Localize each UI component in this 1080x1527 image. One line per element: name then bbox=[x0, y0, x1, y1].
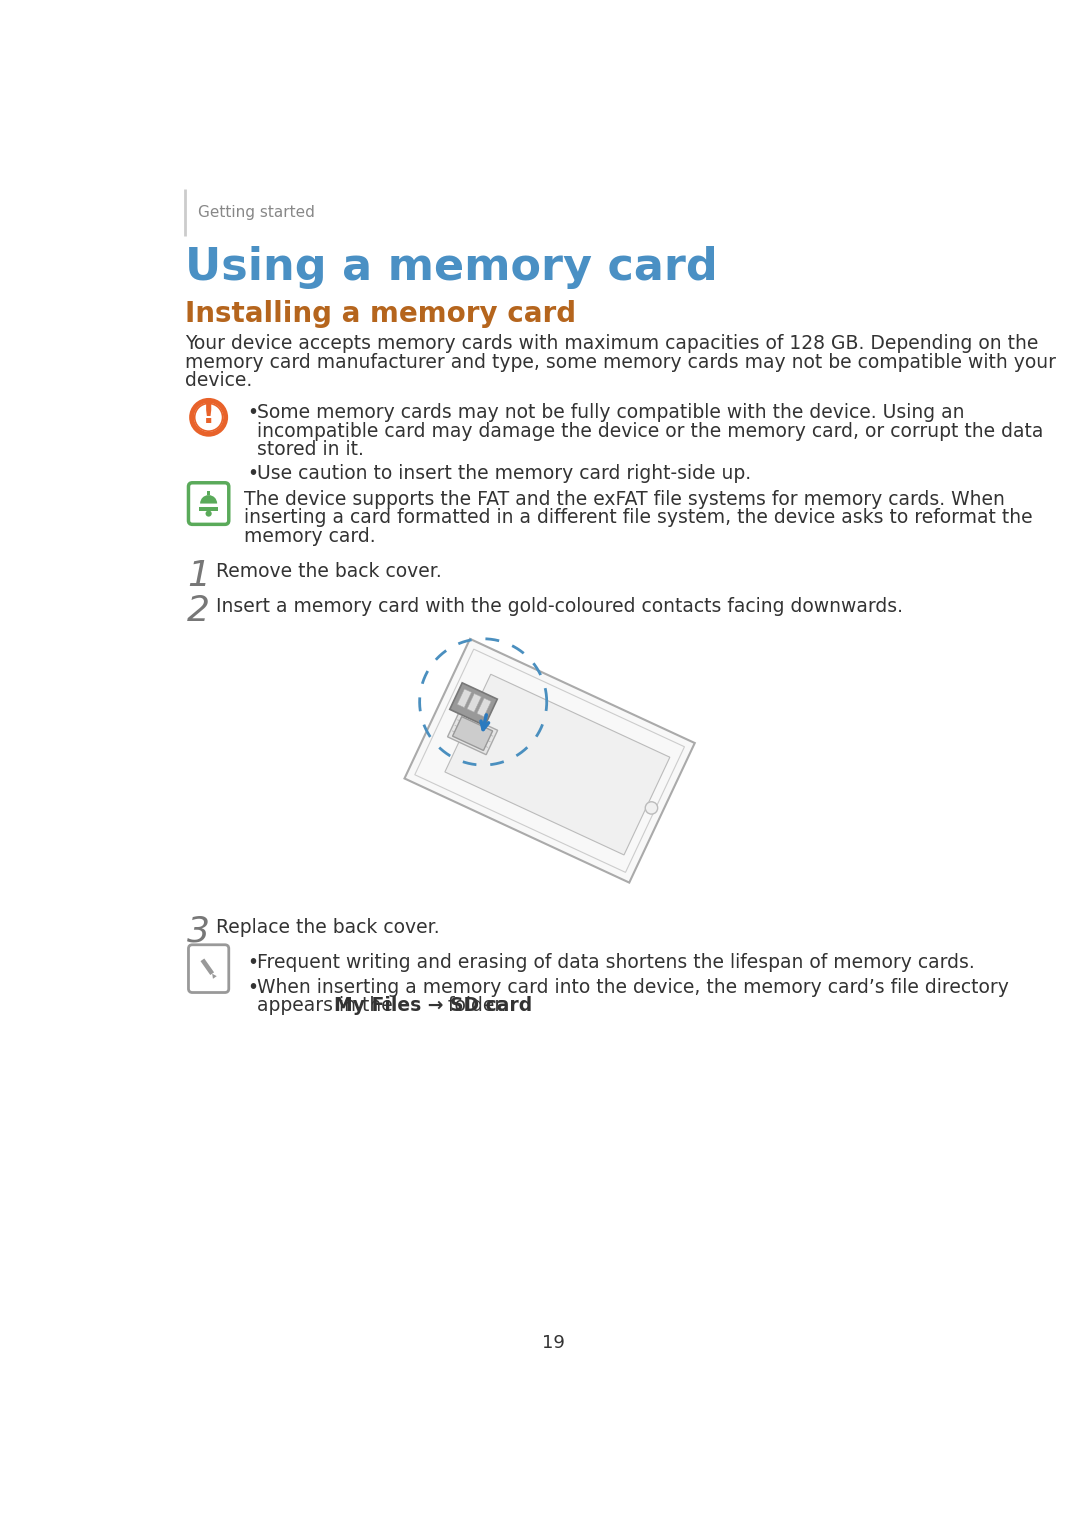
Polygon shape bbox=[445, 675, 670, 855]
Text: Use caution to insert the memory card right-side up.: Use caution to insert the memory card ri… bbox=[257, 464, 752, 483]
Text: !: ! bbox=[202, 402, 215, 429]
Circle shape bbox=[645, 802, 658, 814]
Wedge shape bbox=[200, 495, 217, 504]
Text: folder.: folder. bbox=[443, 996, 507, 1015]
Polygon shape bbox=[477, 698, 491, 716]
Text: •: • bbox=[247, 403, 258, 423]
Bar bbox=[207, 492, 211, 495]
Polygon shape bbox=[453, 716, 492, 750]
Text: Frequent writing and erasing of data shortens the lifespan of memory cards.: Frequent writing and erasing of data sho… bbox=[257, 953, 975, 973]
Text: •: • bbox=[247, 977, 258, 997]
Text: Installing a memory card: Installing a memory card bbox=[186, 301, 577, 328]
Text: •: • bbox=[247, 464, 258, 483]
Bar bbox=[200, 507, 218, 512]
Polygon shape bbox=[467, 693, 482, 712]
Polygon shape bbox=[201, 959, 214, 976]
Text: My Files → SD card: My Files → SD card bbox=[334, 996, 531, 1015]
Text: memory card manufacturer and type, some memory cards may not be compatible with : memory card manufacturer and type, some … bbox=[186, 353, 1056, 371]
Text: inserting a card formatted in a different file system, the device asks to reform: inserting a card formatted in a differen… bbox=[243, 508, 1032, 527]
Text: Using a memory card: Using a memory card bbox=[186, 246, 718, 290]
Circle shape bbox=[205, 510, 212, 516]
Text: Your device accepts memory cards with maximum capacities of 128 GB. Depending on: Your device accepts memory cards with ma… bbox=[186, 334, 1039, 353]
Text: Replace the back cover.: Replace the back cover. bbox=[216, 918, 440, 938]
Text: 19: 19 bbox=[542, 1333, 565, 1351]
Text: Some memory cards may not be fully compatible with the device. Using an: Some memory cards may not be fully compa… bbox=[257, 403, 964, 423]
Text: appears in the: appears in the bbox=[257, 996, 400, 1015]
Text: memory card.: memory card. bbox=[243, 527, 375, 545]
Text: 1: 1 bbox=[187, 559, 210, 592]
Text: The device supports the FAT and the exFAT file systems for memory cards. When: The device supports the FAT and the exFA… bbox=[243, 490, 1004, 508]
Text: Remove the back cover.: Remove the back cover. bbox=[216, 562, 442, 582]
Text: When inserting a memory card into the device, the memory card’s file directory: When inserting a memory card into the de… bbox=[257, 977, 1010, 997]
Text: stored in it.: stored in it. bbox=[257, 440, 364, 460]
Text: 3: 3 bbox=[187, 915, 210, 948]
Polygon shape bbox=[447, 713, 498, 754]
Polygon shape bbox=[449, 683, 497, 725]
Text: incompatible card may damage the device or the memory card, or corrupt the data: incompatible card may damage the device … bbox=[257, 421, 1044, 441]
Text: •: • bbox=[247, 953, 258, 973]
Text: Insert a memory card with the gold-coloured contacts facing downwards.: Insert a memory card with the gold-colou… bbox=[216, 597, 903, 617]
Polygon shape bbox=[457, 689, 472, 707]
Text: Getting started: Getting started bbox=[198, 205, 314, 220]
Text: 2: 2 bbox=[187, 594, 210, 629]
Text: device.: device. bbox=[186, 371, 253, 389]
Polygon shape bbox=[212, 974, 217, 979]
Polygon shape bbox=[405, 638, 694, 883]
